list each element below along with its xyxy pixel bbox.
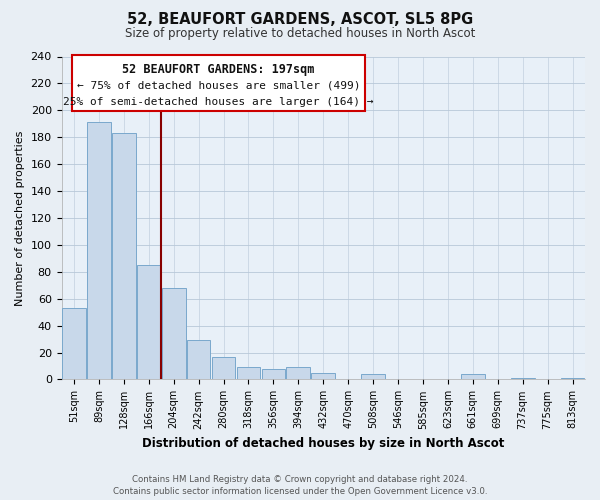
Text: 52, BEAUFORT GARDENS, ASCOT, SL5 8PG: 52, BEAUFORT GARDENS, ASCOT, SL5 8PG — [127, 12, 473, 28]
Text: Size of property relative to detached houses in North Ascot: Size of property relative to detached ho… — [125, 28, 475, 40]
Bar — [187, 340, 211, 380]
Bar — [62, 308, 86, 380]
Bar — [361, 374, 385, 380]
Bar — [162, 288, 185, 380]
Bar — [137, 265, 161, 380]
FancyBboxPatch shape — [72, 55, 365, 112]
Bar — [286, 368, 310, 380]
Bar — [87, 122, 111, 380]
Bar — [511, 378, 535, 380]
X-axis label: Distribution of detached houses by size in North Ascot: Distribution of detached houses by size … — [142, 437, 505, 450]
Text: ← 75% of detached houses are smaller (499): ← 75% of detached houses are smaller (49… — [77, 80, 361, 90]
Text: 25% of semi-detached houses are larger (164) →: 25% of semi-detached houses are larger (… — [64, 98, 374, 108]
Bar — [112, 133, 136, 380]
Text: 52 BEAUFORT GARDENS: 197sqm: 52 BEAUFORT GARDENS: 197sqm — [122, 64, 315, 76]
Bar — [461, 374, 485, 380]
Bar — [212, 356, 235, 380]
Y-axis label: Number of detached properties: Number of detached properties — [15, 130, 25, 306]
Bar — [311, 372, 335, 380]
Text: Contains HM Land Registry data © Crown copyright and database right 2024.: Contains HM Land Registry data © Crown c… — [132, 475, 468, 484]
Bar — [262, 368, 285, 380]
Bar — [560, 378, 584, 380]
Bar — [236, 368, 260, 380]
Text: Contains public sector information licensed under the Open Government Licence v3: Contains public sector information licen… — [113, 487, 487, 496]
